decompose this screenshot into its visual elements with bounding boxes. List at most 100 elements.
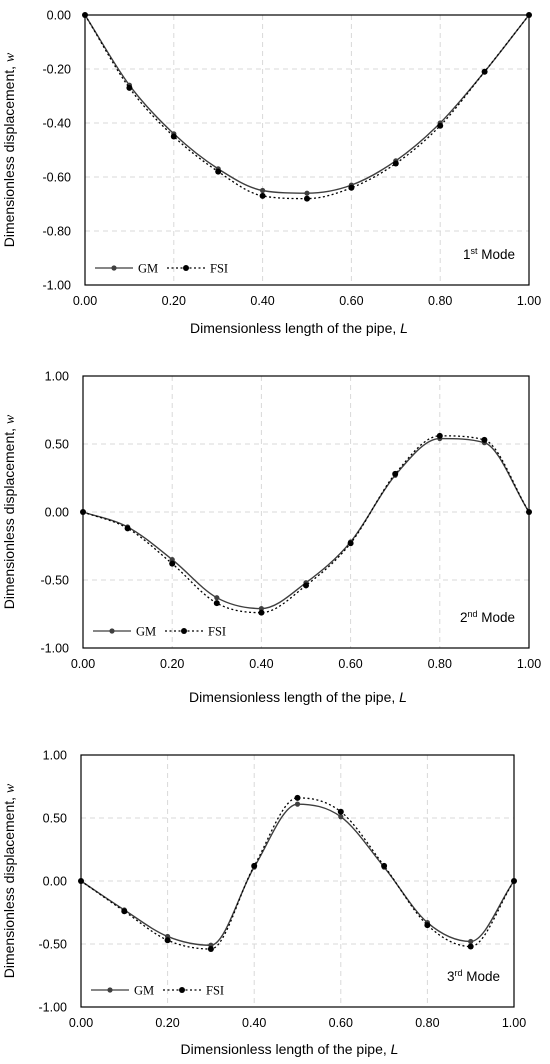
y-tick-label: -0.50 bbox=[39, 938, 68, 952]
legend-label-gm: GM bbox=[138, 262, 158, 276]
legend-label-gm: GM bbox=[134, 984, 154, 998]
data-point-fsi bbox=[294, 794, 301, 801]
data-point-fsi bbox=[526, 12, 532, 18]
data-point-fsi bbox=[169, 560, 176, 567]
data-point-fsi bbox=[392, 160, 399, 167]
y-axis-title: Dimensionless displacement, w bbox=[1, 414, 18, 609]
y-tick-label: 0.00 bbox=[47, 9, 71, 23]
data-point-gm bbox=[214, 595, 220, 601]
series-line-fsi bbox=[84, 14, 530, 200]
data-point-gm bbox=[304, 190, 310, 196]
y-tick-label: -1.00 bbox=[43, 279, 72, 293]
data-point-fsi bbox=[511, 878, 517, 884]
data-point-fsi bbox=[251, 862, 258, 869]
legend-label-fsi: FSI bbox=[206, 984, 224, 998]
data-point-fsi bbox=[124, 525, 131, 532]
data-point-fsi bbox=[213, 600, 220, 607]
x-tick-label: 0.00 bbox=[69, 1016, 93, 1030]
mode-annotation: 3rd Mode bbox=[447, 968, 500, 984]
legend-label-fsi: FSI bbox=[210, 262, 228, 276]
x-tick-label: 1.00 bbox=[502, 1016, 526, 1030]
data-point-fsi bbox=[424, 922, 431, 929]
data-point-fsi bbox=[259, 192, 266, 199]
plot-area-frame bbox=[84, 14, 530, 286]
data-point-fsi bbox=[526, 509, 532, 515]
data-point-gm bbox=[338, 814, 344, 820]
data-point-fsi bbox=[436, 432, 443, 439]
x-tick-label: 0.40 bbox=[242, 1016, 266, 1030]
data-point-fsi bbox=[437, 122, 444, 129]
y-tick-label: 1.00 bbox=[45, 370, 69, 384]
y-tick-label: -0.40 bbox=[43, 117, 72, 131]
x-axis-title: Dimensionless length of the pipe, L bbox=[190, 320, 408, 336]
data-point-fsi bbox=[80, 509, 86, 515]
x-tick-label: 0.40 bbox=[250, 294, 274, 308]
legend-marker-fsi bbox=[181, 628, 187, 634]
data-point-fsi bbox=[481, 68, 488, 75]
data-point-fsi bbox=[170, 133, 177, 140]
x-tick-label: 0.20 bbox=[155, 1016, 179, 1030]
data-point-fsi bbox=[78, 878, 84, 884]
y-tick-label: -0.50 bbox=[41, 574, 70, 588]
data-point-gm bbox=[468, 938, 474, 945]
series-line-gm bbox=[84, 14, 530, 194]
series-line-gm bbox=[82, 437, 530, 610]
chart-panel-1: 0.00 0.20 0.40 0.60 0.80 1.00 0.00 -0.20 -0.40 -0… bbox=[1, 9, 541, 337]
mode-annotation: 1st Mode bbox=[463, 246, 515, 262]
x-tick-label: 0.60 bbox=[329, 1016, 353, 1030]
x-tick-label: 0.80 bbox=[428, 657, 452, 671]
data-point-fsi bbox=[258, 609, 265, 616]
y-tick-label: -1.00 bbox=[41, 642, 70, 656]
data-point-gm bbox=[169, 557, 175, 563]
x-tick-label: 0.20 bbox=[162, 294, 186, 308]
x-tick-label: 0.80 bbox=[415, 1016, 439, 1030]
chart-panel-3: 0.00 0.20 0.40 0.60 0.80 1.00 1.00 0.50 0.00 -0.5… bbox=[1, 749, 526, 1058]
x-tick-label: 0.80 bbox=[428, 294, 452, 308]
x-axis-title: Dimensionless length of the pipe, L bbox=[181, 1041, 399, 1057]
y-tick-label: 0.00 bbox=[45, 506, 69, 520]
legend-label-gm: GM bbox=[136, 625, 156, 639]
y-tick-label: -1.00 bbox=[39, 1001, 68, 1015]
y-axis-title: Dimensionless displacement, w bbox=[1, 52, 18, 247]
legend-label-fsi: FSI bbox=[208, 625, 226, 639]
y-tick-label: -0.20 bbox=[43, 63, 72, 77]
legend-marker-fsi bbox=[179, 987, 185, 993]
y-tick-label: 0.50 bbox=[43, 812, 67, 826]
x-tick-label: 1.00 bbox=[517, 657, 541, 671]
data-point-fsi bbox=[82, 12, 88, 18]
chart-panel-2: 0.00 0.20 0.40 0.60 0.80 1.00 1.00 0.50 0.00 -0.5… bbox=[1, 370, 541, 706]
data-point-fsi bbox=[381, 862, 388, 869]
x-axis-title: Dimensionless length of the pipe, L bbox=[189, 689, 407, 705]
x-tick-label: 0.00 bbox=[73, 294, 97, 308]
series-line-fsi bbox=[80, 797, 515, 950]
data-point-fsi bbox=[207, 946, 214, 953]
y-tick-label: 0.00 bbox=[43, 875, 67, 889]
series-line-gm bbox=[80, 803, 515, 946]
y-tick-label: -0.60 bbox=[43, 171, 72, 185]
series-line-fsi bbox=[82, 435, 530, 614]
legend-marker-gm bbox=[109, 628, 115, 634]
data-point-fsi bbox=[303, 582, 309, 589]
data-point-fsi bbox=[304, 195, 310, 202]
legend-marker-gm bbox=[111, 265, 117, 271]
x-tick-label: 0.40 bbox=[249, 657, 273, 671]
y-tick-label: -0.80 bbox=[43, 225, 72, 239]
x-tick-label: 0.00 bbox=[71, 657, 95, 671]
y-axis-title: Dimensionless displacement, w bbox=[1, 783, 18, 978]
data-point-fsi bbox=[348, 184, 355, 191]
data-point-gm bbox=[258, 605, 264, 612]
data-point-fsi bbox=[481, 436, 488, 443]
data-point-fsi bbox=[392, 470, 399, 477]
mode-annotation: 2nd Mode bbox=[460, 609, 515, 625]
y-tick-label: 0.50 bbox=[45, 438, 69, 452]
y-tick-label: 1.00 bbox=[43, 749, 67, 763]
legend-marker-gm bbox=[107, 987, 113, 993]
x-tick-label: 0.60 bbox=[338, 657, 362, 671]
data-point-gm bbox=[260, 187, 266, 194]
data-point-gm bbox=[294, 801, 301, 807]
data-point-fsi bbox=[337, 808, 344, 815]
data-point-fsi bbox=[121, 908, 128, 915]
data-point-fsi bbox=[215, 168, 222, 175]
data-point-fsi bbox=[164, 937, 171, 944]
